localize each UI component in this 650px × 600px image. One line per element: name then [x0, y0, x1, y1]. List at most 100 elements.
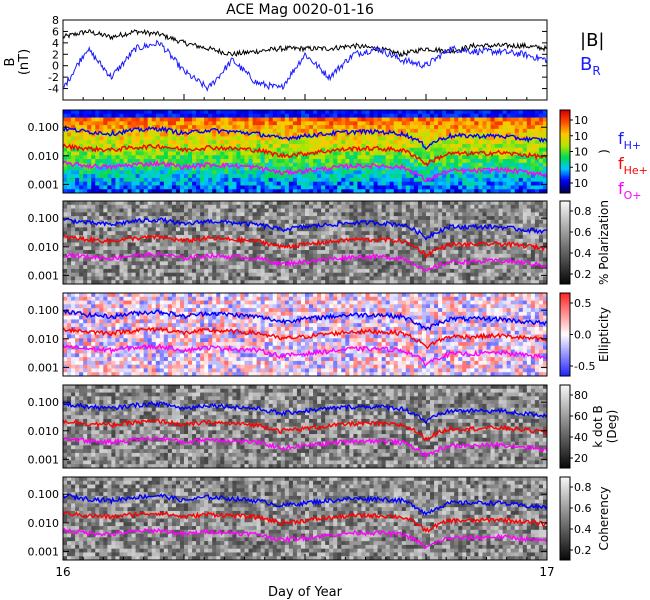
heatmap-cell: [333, 231, 338, 236]
heatmap-cell: [79, 140, 84, 145]
heatmap-cell: [494, 177, 499, 183]
heatmap-cell: [276, 140, 282, 145]
heatmap-cell: [329, 136, 334, 141]
heatmap-cell: [264, 246, 270, 251]
heatmap-cell: [175, 250, 181, 255]
heatmap-cell: [397, 246, 403, 251]
heatmap-cell: [284, 212, 290, 217]
heatmap-cell: [434, 170, 439, 175]
heatmap-cell: [401, 181, 407, 186]
heatmap-cell: [478, 147, 483, 152]
heatmap-cell: [341, 143, 346, 149]
heatmap-cell: [337, 272, 342, 277]
heatmap-cell: [95, 250, 100, 255]
heatmap-cell: [442, 110, 447, 115]
heatmap-cell: [522, 155, 528, 160]
heatmap-cell: [349, 257, 354, 262]
heatmap-cell: [67, 159, 72, 164]
heatmap-cell: [397, 181, 403, 186]
heatmap-cell: [280, 132, 286, 137]
heatmap-cell: [75, 117, 80, 122]
heatmap-cell: [163, 140, 169, 145]
heatmap-cell: [430, 147, 435, 152]
heatmap-cell: [309, 201, 314, 206]
heatmap-cell: [288, 231, 294, 236]
heatmap-cell: [91, 280, 96, 285]
heatmap-cell: [272, 227, 278, 232]
heatmap-cell: [353, 276, 358, 281]
heatmap-cell: [474, 219, 479, 225]
heatmap-cell: [337, 132, 342, 137]
heatmap-cell: [296, 147, 302, 152]
heatmap-cell: [401, 174, 407, 179]
heatmap-cell: [470, 181, 475, 186]
heatmap-cell: [244, 155, 249, 160]
colorbar-step: [560, 168, 570, 171]
heatmap-cell: [426, 189, 431, 194]
heatmap-cell: [107, 280, 112, 285]
heatmap-cell: [200, 276, 205, 281]
heatmap-cell: [313, 110, 318, 115]
heatmap-cell: [434, 136, 439, 141]
heatmap-cell: [397, 151, 403, 156]
heatmap-cell: [446, 216, 451, 221]
heatmap-cell: [71, 128, 76, 134]
heatmap-cell: [305, 143, 310, 149]
heatmap-cell: [200, 234, 205, 240]
heatmap-cell: [107, 174, 112, 179]
heatmap-cell: [381, 140, 387, 145]
heatmap-cell: [482, 147, 487, 152]
heatmap-cell: [147, 223, 153, 228]
heatmap-cell: [260, 125, 266, 130]
heatmap-cell: [75, 132, 80, 137]
heatmap-cell: [123, 208, 128, 213]
heatmap-cell: [349, 155, 354, 160]
heatmap-cell: [385, 272, 391, 277]
heatmap-cell: [119, 208, 124, 213]
heatmap-cell: [430, 121, 435, 126]
heatmap-cell: [349, 272, 354, 277]
heatmap-cell: [260, 155, 266, 160]
heatmap-cell: [458, 185, 463, 190]
heatmap-cell: [434, 280, 439, 285]
heatmap-cell: [462, 181, 467, 186]
heatmap-cell: [175, 227, 181, 232]
heatmap-cell: [305, 280, 310, 285]
heatmap-cell: [470, 265, 475, 270]
heatmap-cell: [192, 155, 197, 160]
heatmap-cell: [252, 212, 257, 217]
heatmap-cell: [438, 257, 443, 262]
heatmap-cell: [212, 238, 217, 243]
heatmap-cell: [95, 276, 100, 281]
heatmap-cell: [365, 257, 370, 262]
heatmap-cell: [67, 151, 72, 156]
heatmap-cell: [208, 216, 213, 221]
heatmap-cell: [75, 174, 80, 179]
heatmap-cell: [103, 212, 108, 217]
heatmap-cell: [498, 121, 504, 126]
heatmap-cell: [442, 212, 447, 217]
heatmap-cell: [482, 155, 487, 160]
heatmap-cell: [91, 201, 96, 206]
heatmap-cell: [518, 113, 524, 118]
heatmap-cell: [135, 166, 141, 171]
heatmap-cell: [115, 128, 120, 134]
heatmap-cell: [252, 113, 257, 118]
heatmap-cell: [530, 177, 536, 183]
heatmap-cell: [244, 170, 249, 175]
heatmap-cell: [107, 265, 112, 270]
heatmap-cell: [313, 140, 318, 145]
heatmap-cell: [276, 177, 282, 183]
heatmap-cell: [478, 121, 483, 126]
heatmap-cell: [361, 250, 366, 255]
heatmap-cell: [284, 242, 290, 247]
heatmap-cell: [119, 272, 124, 277]
heatmap-cell: [325, 136, 330, 141]
heatmap-cell: [115, 246, 120, 251]
heatmap-cell: [325, 121, 330, 126]
heatmap-cell: [421, 132, 427, 137]
heatmap-cell: [131, 113, 136, 118]
heatmap-cell: [196, 162, 201, 167]
heatmap-cell: [175, 253, 181, 258]
heatmap-cell: [236, 231, 241, 236]
